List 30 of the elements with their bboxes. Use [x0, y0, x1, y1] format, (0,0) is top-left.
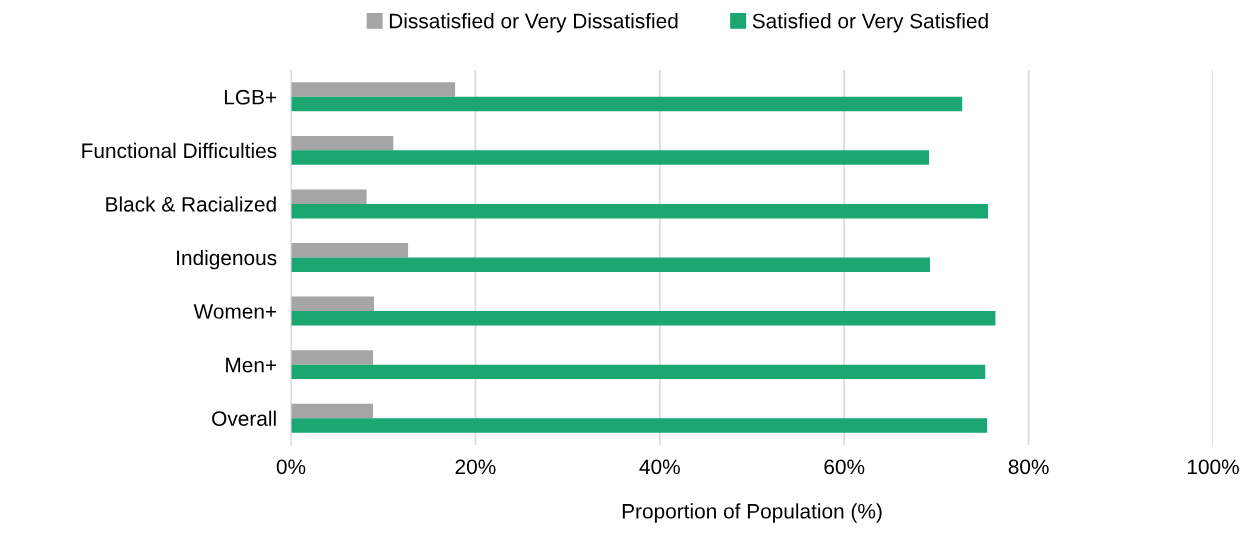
bar	[291, 257, 930, 272]
y-tick-label: Black & Racialized	[106, 196, 276, 212]
x-tick-label: 20%	[455, 459, 496, 475]
legend-label: Dissatisfied or Very Dissatisfied	[389, 13, 678, 33]
y-tick-label: Men+	[226, 357, 277, 373]
y-tick-label: Women+	[193, 304, 277, 319]
bar	[291, 296, 374, 312]
bar	[291, 203, 989, 219]
bar	[291, 96, 963, 112]
x-axis-title: Proportion of Population (%)	[622, 503, 882, 523]
x-tick-label: 80%	[1008, 459, 1049, 475]
bar	[291, 311, 996, 326]
bar	[291, 150, 930, 165]
x-tick-label: 100%	[1187, 459, 1239, 475]
y-tick-label: Functional Difficulties	[82, 142, 277, 159]
bar	[291, 135, 394, 151]
bar	[291, 189, 367, 204]
bar	[291, 403, 374, 419]
y-tick-label: Indigenous	[177, 249, 277, 270]
y-tick-label: Overall	[212, 410, 276, 426]
bar	[291, 418, 988, 433]
bar	[291, 364, 986, 380]
bar	[291, 243, 409, 258]
x-tick-label: 40%	[639, 459, 680, 475]
bar	[291, 350, 374, 365]
x-tick-label: 0%	[276, 459, 306, 475]
legend-label: Satisfied or Very Satisfied	[752, 13, 988, 33]
x-tick-label: 60%	[824, 459, 865, 475]
bar	[291, 82, 456, 97]
y-tick-label: LGB+	[224, 89, 277, 105]
